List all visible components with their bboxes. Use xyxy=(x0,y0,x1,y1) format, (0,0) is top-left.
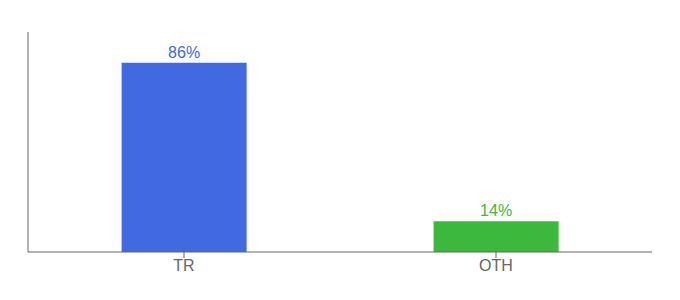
svg-text:14%: 14% xyxy=(480,202,512,219)
svg-text:86%: 86% xyxy=(168,44,200,61)
svg-text:OTH: OTH xyxy=(479,257,513,274)
svg-text:TR: TR xyxy=(173,257,194,274)
